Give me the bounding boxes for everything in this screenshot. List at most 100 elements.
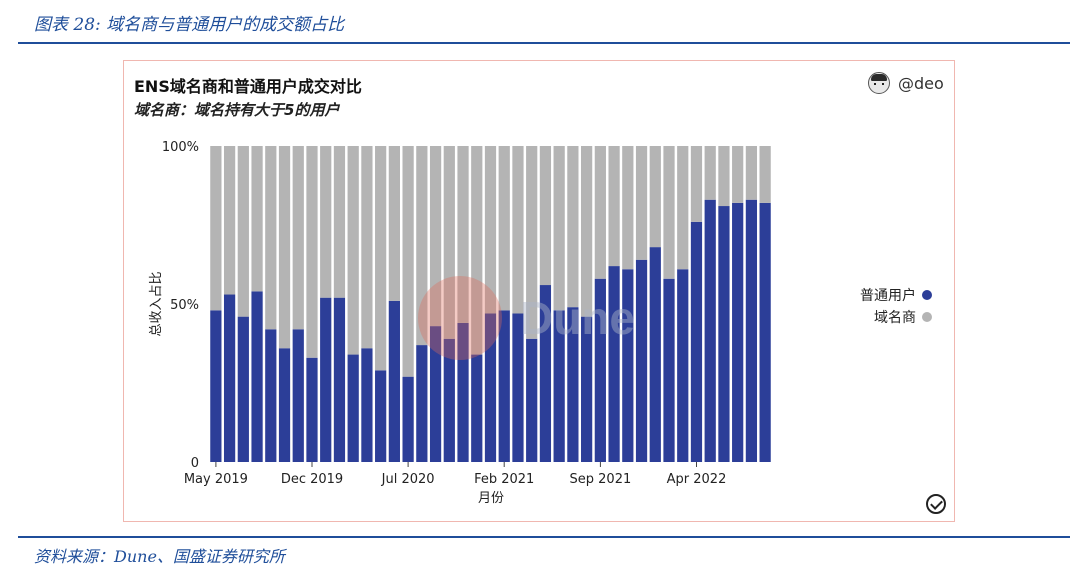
x-tick-label: Apr 2022 <box>667 472 727 487</box>
bar-normal-users <box>622 269 634 462</box>
bar-normal-users <box>306 357 318 462</box>
y-axis-ticks: 0 50% 100% <box>162 140 199 471</box>
watermark-logo <box>418 276 502 360</box>
bar-normal-users <box>690 221 703 462</box>
bar-normal-users <box>484 313 497 462</box>
bar-normal-users <box>526 338 538 462</box>
legend-label-brokers: 域名商 <box>874 310 916 326</box>
bar-brokers <box>512 146 524 314</box>
bar-brokers <box>388 146 400 301</box>
top-rule <box>18 42 1070 44</box>
bar-brokers <box>237 146 249 317</box>
bar-normal-users <box>388 300 400 462</box>
bar-normal-users <box>210 310 222 462</box>
x-tick-label: May 2019 <box>184 472 248 487</box>
bar-brokers <box>320 146 332 298</box>
bar-brokers <box>402 146 414 377</box>
y-tick-label: 100% <box>162 140 199 155</box>
bar-normal-users <box>237 316 249 462</box>
bar-normal-users <box>292 329 304 462</box>
bar-brokers <box>704 146 716 200</box>
author-badge[interactable]: @deo <box>868 72 944 94</box>
bar-normal-users <box>663 278 675 462</box>
bar-normal-users <box>457 322 469 462</box>
author-name: @deo <box>898 73 944 93</box>
bar-brokers <box>471 146 483 355</box>
bar-brokers <box>347 146 359 355</box>
bar-brokers <box>457 146 469 323</box>
x-axis-ticks: May 2019 Dec 2019 Jul 2020 Feb 2021 Sep 2021… <box>184 462 727 487</box>
bar-normal-users <box>732 202 744 462</box>
bar-brokers <box>677 146 689 270</box>
bar-brokers <box>223 146 236 295</box>
bar-normal-users <box>361 348 373 462</box>
bar-normal-users <box>512 313 524 462</box>
bar-normal-users <box>402 376 414 462</box>
bar-normal-users <box>498 310 510 462</box>
figure-caption: 图表 28: 域名商与普通用户的成交额占比 <box>34 15 345 35</box>
bar-brokers <box>581 146 593 317</box>
bar-brokers <box>210 146 222 311</box>
legend-label-normal-users: 普通用户 <box>860 288 916 304</box>
avatar-icon <box>868 72 890 94</box>
bar-normal-users <box>278 348 291 462</box>
bar-normal-users <box>553 310 565 462</box>
bar-normal-users <box>677 269 689 462</box>
bar-normal-users <box>429 326 442 462</box>
bar-normal-users <box>704 199 716 462</box>
bar-brokers <box>526 146 538 339</box>
bar-brokers <box>649 146 661 248</box>
legend-dot-brokers <box>922 312 932 322</box>
bar-brokers <box>361 146 373 349</box>
x-axis-label: 月份 <box>478 491 504 506</box>
y-tick-label: 0 <box>191 456 199 471</box>
legend-item-brokers[interactable]: 域名商 <box>840 306 932 328</box>
bar-brokers <box>265 146 277 330</box>
bar-brokers <box>498 146 510 311</box>
bar-brokers <box>690 146 703 222</box>
bar-normal-users <box>718 206 730 462</box>
bar-normal-users <box>375 370 387 462</box>
bar-normal-users <box>567 307 579 462</box>
bar-brokers <box>333 146 346 298</box>
bar-brokers <box>251 146 263 292</box>
verified-check-icon[interactable] <box>926 494 946 514</box>
bar-brokers <box>663 146 675 279</box>
bar-brokers <box>622 146 634 270</box>
bar-brokers <box>745 146 758 200</box>
x-tick-label: Jul 2020 <box>381 472 435 487</box>
bar-brokers <box>635 146 648 260</box>
bar-normal-users <box>320 297 332 462</box>
bar-normal-users <box>251 291 263 462</box>
chart-title: ENS域名商和普通用户成交对比 <box>134 77 362 96</box>
bar-brokers <box>594 146 606 279</box>
bar-brokers <box>416 146 428 346</box>
bar-normal-users <box>443 338 455 462</box>
bottom-rule <box>18 536 1070 538</box>
bar-normal-users <box>608 266 620 462</box>
bar-brokers <box>292 146 304 330</box>
legend: 普通用户 域名商 <box>840 284 932 328</box>
bar-normal-users <box>265 329 277 462</box>
bar-brokers <box>718 146 730 207</box>
bar-brokers <box>553 146 565 311</box>
bar-brokers <box>429 146 442 327</box>
bar-brokers <box>375 146 387 371</box>
x-tick-label: Feb 2021 <box>474 472 534 487</box>
legend-dot-normal-users <box>922 290 932 300</box>
legend-item-normal-users[interactable]: 普通用户 <box>840 284 932 306</box>
bar-normal-users <box>649 247 661 462</box>
bar-normal-users <box>745 199 758 462</box>
bar-brokers <box>443 146 455 339</box>
bar-normal-users <box>471 354 483 462</box>
bar-brokers <box>306 146 318 358</box>
bar-normal-users <box>539 285 552 462</box>
bars-group <box>210 146 771 462</box>
bar-normal-users <box>223 294 236 462</box>
bar-normal-users <box>347 354 359 462</box>
y-tick-label: 50% <box>170 298 199 313</box>
chart-subtitle: 域名商：域名持有大于5的用户 <box>134 101 340 119</box>
bar-normal-users <box>594 278 606 462</box>
bar-brokers <box>539 146 552 286</box>
